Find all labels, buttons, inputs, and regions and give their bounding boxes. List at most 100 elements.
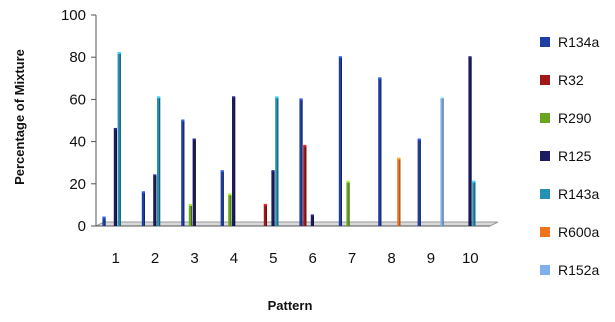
bar-top-cap — [220, 170, 224, 173]
x-tick-label: 1 — [112, 250, 120, 267]
bar-side-shade — [116, 128, 117, 226]
bar-top-cap — [440, 96, 444, 99]
legend-swatch-r290 — [540, 113, 550, 123]
x-tick-label: 8 — [387, 250, 395, 267]
legend-swatch-r143a — [540, 189, 550, 199]
bar-side-shade — [301, 99, 303, 226]
bar-r290-pattern-4 — [228, 194, 232, 226]
bar-side-shade — [313, 215, 314, 226]
bar-top-cap — [299, 98, 303, 101]
bar-side-shade — [159, 97, 161, 226]
bar-top-cap — [338, 56, 342, 59]
x-tick-label: 3 — [190, 250, 198, 267]
bar-side-shade — [144, 192, 145, 226]
bar-top-cap — [472, 180, 476, 183]
x-tick-label: 5 — [269, 250, 277, 267]
bar-side-shade — [341, 57, 342, 227]
bar-r125-pattern-4 — [232, 97, 236, 226]
legend-label-r143a: R143a — [558, 186, 599, 202]
bar-r143a-pattern-2 — [157, 97, 161, 226]
x-axis-title: Pattern — [268, 298, 313, 313]
legend-label-r134a: R134a — [558, 34, 599, 50]
bar-side-shade — [183, 120, 185, 226]
bar-top-cap — [117, 51, 121, 54]
bar-r290-pattern-3 — [188, 204, 192, 226]
chart-axes — [91, 14, 490, 227]
bar-r134a-pattern-8 — [378, 78, 382, 226]
legend-swatch-r152a — [540, 265, 550, 275]
x-tick-label: 6 — [309, 250, 317, 267]
legend-label-r152a: R152a — [558, 262, 599, 278]
legend-swatch-r125 — [540, 151, 550, 161]
bar-r600a-pattern-8 — [397, 158, 401, 226]
bar-top-cap — [303, 144, 307, 147]
bar-top-cap — [232, 96, 236, 99]
bar-side-shade — [230, 194, 232, 226]
bar-top-cap — [192, 138, 196, 141]
bar-side-shade — [194, 139, 196, 226]
bar-top-cap — [188, 203, 192, 206]
legend-label-r32: R32 — [558, 72, 584, 88]
legend-swatch-r32 — [540, 75, 550, 85]
x-tick-label: 9 — [427, 250, 435, 267]
bar-top-cap — [378, 77, 382, 80]
bar-side-shade — [273, 171, 275, 226]
bar-top-cap — [113, 127, 117, 130]
bar-top-cap — [310, 214, 314, 217]
bar-r134a-pattern-6 — [299, 99, 303, 226]
bar-side-shade — [380, 78, 382, 226]
legend-label-r290: R290 — [558, 110, 592, 126]
bar-top-cap — [228, 193, 232, 196]
bar-side-shade — [191, 204, 192, 226]
x-tick-label: 10 — [462, 250, 479, 267]
bar-top-cap — [417, 138, 421, 141]
bar-side-shade — [305, 145, 307, 226]
bar-side-shade — [104, 217, 106, 226]
x-tick-label: 2 — [151, 250, 159, 267]
bar-r134a-pattern-7 — [338, 57, 342, 227]
bar-side-shade — [155, 175, 157, 226]
legend-swatch-r600a — [540, 227, 550, 237]
bar-r125-pattern-3 — [192, 139, 196, 226]
bar-r32-pattern-5 — [263, 204, 267, 226]
x-tick-label: 4 — [230, 250, 238, 267]
bar-r290-pattern-7 — [346, 181, 350, 226]
bar-side-shade — [119, 52, 121, 227]
bar-side-shade — [348, 181, 350, 226]
bar-top-cap — [141, 191, 145, 194]
bar-r125-pattern-5 — [271, 171, 275, 226]
bar-top-cap — [468, 56, 472, 59]
bar-side-shade — [234, 97, 236, 226]
bar-r134a-pattern-1 — [102, 217, 106, 226]
bar-r125-pattern-6 — [310, 215, 314, 226]
bar-side-shade — [399, 158, 401, 226]
bar-r134a-pattern-9 — [417, 139, 421, 226]
bar-top-cap — [263, 203, 267, 206]
legend-label-r600a: R600a — [558, 224, 599, 240]
bar-r143a-pattern-1 — [117, 52, 121, 227]
y-tick-label: 60 — [69, 91, 86, 108]
bar-r134a-pattern-4 — [220, 171, 224, 226]
bar-r134a-pattern-2 — [141, 192, 145, 226]
y-tick-label: 80 — [69, 49, 86, 66]
y-tick-label: 0 — [78, 218, 86, 235]
bar-top-cap — [397, 157, 401, 160]
bar-r152a-pattern-9 — [440, 97, 444, 226]
bar-top-cap — [181, 119, 185, 122]
x-tick-label: 7 — [348, 250, 356, 267]
bar-r32-pattern-6 — [303, 145, 307, 226]
bar-r143a-pattern-5 — [275, 97, 279, 226]
bar-side-shade — [419, 139, 421, 226]
bar-top-cap — [275, 96, 279, 99]
bar-side-shade — [474, 181, 476, 226]
tick-labels: 0 20 40 60 80 100 1 2 3 4 5 6 7 8 9 10 — [61, 7, 479, 267]
bar-r125-pattern-10 — [468, 57, 472, 227]
y-tick-label: 20 — [69, 176, 86, 193]
bar-side-shade — [442, 97, 444, 226]
bar-side-shade — [266, 204, 267, 226]
bar-r125-pattern-1 — [113, 128, 117, 226]
bar-r125-pattern-2 — [153, 175, 157, 226]
bar-top-cap — [102, 216, 106, 219]
bar-r143a-pattern-10 — [472, 181, 476, 226]
